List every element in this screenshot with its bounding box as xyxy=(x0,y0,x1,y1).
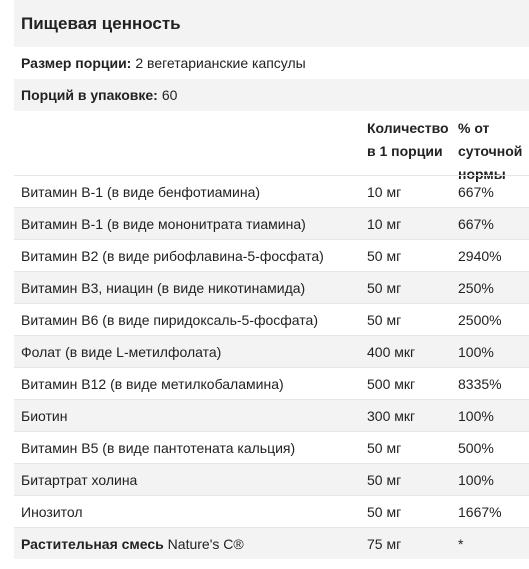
nutrient-amount: 50 мг xyxy=(367,280,402,296)
nutrient-daily-value: 667% xyxy=(458,216,494,232)
table-row: Витамин B-1 (в виде бенфотиамина) 10 мг 66… xyxy=(14,175,529,207)
nutrient-amount: 50 мг xyxy=(367,504,402,520)
nutrient-name: Витамин B6 (в виде пиридоксаль-5-фосфата… xyxy=(21,312,318,328)
nutrition-facts-panel: Пищевая ценность Размер порции: 2 вегета… xyxy=(14,0,529,559)
column-header-daily-value: % от суточной нормы xyxy=(458,120,523,182)
nutrient-daily-value: 100% xyxy=(458,408,494,424)
table-row: Витамин B12 (в виде метилкобаламина) 500 … xyxy=(14,367,529,399)
nutrient-amount: 50 мг xyxy=(367,472,402,488)
nutrient-daily-value: 667% xyxy=(458,184,494,200)
nutrient-name: Витамин B2 (в виде рибофлавина-5-фосфата… xyxy=(21,248,324,264)
table-row: Инозитол 50 мг 1667% xyxy=(14,495,529,527)
nutrient-amount: 300 мкг xyxy=(367,408,416,424)
nutrient-name: Инозитол xyxy=(21,504,83,520)
table-header: Количество в 1 порции % от суточной норм… xyxy=(14,111,529,182)
nutrient-name: Фолат (в виде L-метилфолата) xyxy=(21,344,222,360)
nutrient-daily-value: 2500% xyxy=(458,312,502,328)
nutrient-name: Витамин B-1 (в виде мононитрата тиамина) xyxy=(21,216,306,232)
table-row: Витамин B5 (в виде пантотената кальция) 5… xyxy=(14,431,529,463)
table-row: Биотин 300 мкг 100% xyxy=(14,399,529,431)
nutrient-name: Витамин B3, ниацин (в виде никотинамида) xyxy=(21,280,306,296)
table-row-blend: Растительная смесь Nature's C® 75 мг * xyxy=(14,527,529,559)
serving-size-value: 2 вегетарианские капсулы xyxy=(135,55,306,71)
nutrient-name: Витамин B12 (в виде метилкобаламина) xyxy=(21,376,284,392)
panel-title: Пищевая ценность xyxy=(14,0,529,47)
nutrient-table-body: Витамин B-1 (в виде бенфотиамина) 10 мг 66… xyxy=(14,175,529,527)
nutrient-amount: 75 мг xyxy=(367,536,402,552)
servings-per-container-row: Порций в упаковке: 60 xyxy=(14,79,529,111)
table-row: Витамин B6 (в виде пиридоксаль-5-фосфата… xyxy=(14,303,529,335)
nutrient-daily-value: 2940% xyxy=(458,248,502,264)
nutrient-amount: 50 мг xyxy=(367,440,402,456)
nutrient-name: Биотин xyxy=(21,408,68,424)
table-row: Витамин B-1 (в виде мононитрата тиамина)… xyxy=(14,207,529,239)
servings-per-container-value: 60 xyxy=(161,87,178,103)
nutrient-amount: 400 мкг xyxy=(367,344,416,360)
servings-per-container-label: Порций в упаковке: xyxy=(21,87,158,103)
serving-size-label: Размер порции: xyxy=(21,55,132,71)
nutrient-amount: 10 мг xyxy=(367,184,402,200)
nutrient-daily-value: 100% xyxy=(458,472,494,488)
nutrient-amount: 10 мг xyxy=(367,216,402,232)
column-header-amount: Количество в 1 порции xyxy=(367,120,449,159)
table-row: Витамин B2 (в виде рибофлавина-5-фосфата… xyxy=(14,239,529,271)
nutrient-name: Витамин B-1 (в виде бенфотиамина) xyxy=(21,184,261,200)
table-row: Фолат (в виде L-метилфолата) 400 мкг 100% xyxy=(14,335,529,367)
nutrient-daily-value: 1667% xyxy=(458,504,502,520)
nutrient-amount: 500 мкг xyxy=(367,376,416,392)
nutrient-name: Витамин B5 (в виде пантотената кальция) xyxy=(21,440,296,456)
nutrient-daily-value: 8335% xyxy=(458,376,502,392)
nutrient-daily-value: 500% xyxy=(458,440,494,456)
table-row: Битартрат холина 50 мг 100% xyxy=(14,463,529,495)
serving-size-row: Размер порции: 2 вегетарианские капсулы xyxy=(14,47,529,79)
nutrient-amount: 50 мг xyxy=(367,312,402,328)
nutrient-amount: 50 мг xyxy=(367,248,402,264)
table-row: Витамин B3, ниацин (в виде никотинамида)… xyxy=(14,271,529,303)
nutrient-daily-value: 100% xyxy=(458,344,494,360)
nutrient-daily-value: 250% xyxy=(458,280,494,296)
nutrient-daily-value: * xyxy=(458,536,464,552)
nutrient-name: Растительная смесь Nature's C® xyxy=(21,536,244,552)
nutrient-name: Битартрат холина xyxy=(21,472,138,488)
